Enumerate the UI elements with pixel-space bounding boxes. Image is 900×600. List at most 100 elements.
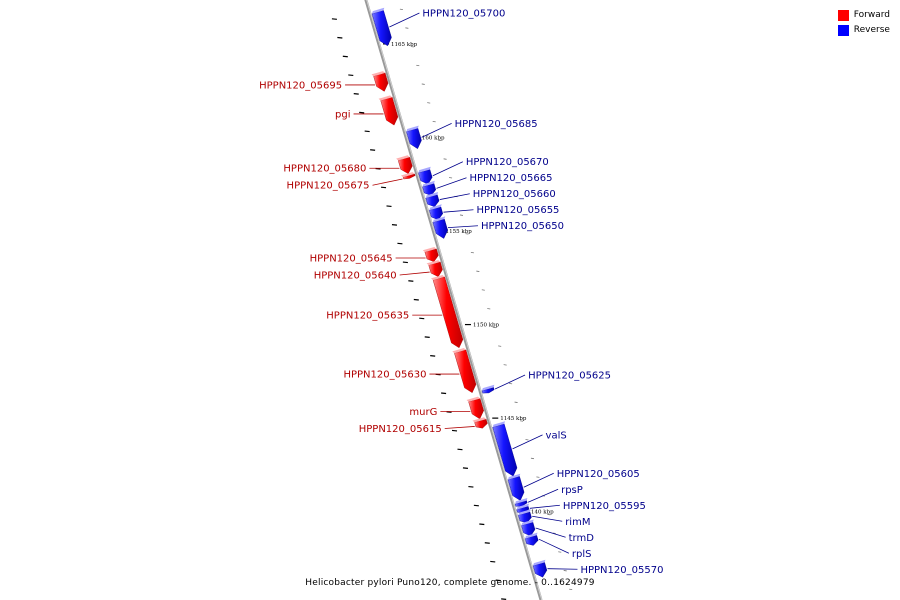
gene-cap [432,216,446,223]
axis-tick [408,280,414,282]
gene-cap [426,260,441,266]
gene-cap [422,180,435,187]
gene-cap [466,396,481,402]
gene-label: HPPN120_05630 [343,370,426,381]
gene-HPPN120_05615 [474,418,488,429]
gene-leader-line [372,178,403,186]
legend: Forward Reverse [837,9,890,39]
axis-tick [424,336,430,338]
axis-tick [413,298,419,301]
axis-tick [501,598,507,600]
gene-HPPN120_05605 [507,476,525,501]
gene-HPPN120_05695 [373,72,389,92]
gene-cap [431,275,445,281]
gene-label: rimM [565,517,590,528]
axis-tick [558,551,562,553]
axis-tick [348,74,354,77]
axis-tick [536,476,540,478]
axis-tick [419,317,425,320]
axis-tick [509,382,513,385]
axis-tick [519,420,524,422]
gene-cap [518,509,531,516]
gene-leader-line [529,504,560,509]
axis-tick [331,18,337,20]
gene-label: HPPN120_05625 [528,371,611,382]
axis-tick [498,345,502,347]
axis-tick [380,186,387,189]
gene-HPPN120_05665 [422,183,437,196]
gene-cap [472,417,487,423]
gene-label: HPPN120_05675 [287,181,370,192]
gene-label: HPPN120_05670 [466,157,549,168]
gene-cap [533,559,546,566]
gene-label: HPPN120_05660 [473,189,556,200]
gene-HPPN120_05625 [481,387,495,394]
gene-label: rpsP [561,485,583,496]
axis-tick [470,251,474,254]
gene-label: HPPN120_05595 [563,501,646,512]
gene-valS [492,423,518,477]
axis-tick [563,570,567,572]
gene-cap [418,166,431,173]
axis-tick [416,64,420,67]
gene-cap [525,532,538,539]
gene-cap [371,71,386,77]
axis-tick [438,139,442,141]
axis-tick [468,485,474,488]
axis-tick [370,149,376,151]
axis-tick [530,457,535,460]
gene-HPPN120_05655 [429,206,444,221]
axis-tick [473,504,479,507]
axis-tick [448,177,453,179]
gene-HPPN120_05670 [418,169,433,185]
gene-cap [429,204,442,211]
axis-tick [443,158,447,160]
gene-HPPN120_05640 [428,261,443,277]
axis-tick [441,392,447,395]
axis-tick [402,261,408,264]
axis-tick [569,588,573,591]
axis-tick [353,93,359,95]
genome-backbone [364,0,543,600]
gene-leader-line [538,538,570,554]
gene-cap [422,247,437,253]
gene-leader-line [527,488,559,503]
gene-cap [452,348,466,354]
gene-label: HPPN120_05685 [455,119,538,130]
gene-leader-line [399,271,430,276]
gene-label: rplS [572,549,592,560]
axis-tick [503,364,507,366]
gene-HPPN120_05685 [406,128,422,149]
axis-tick [490,560,496,563]
legend-swatch-reverse [837,24,849,36]
scale-label: 1150 kbp [473,323,500,329]
gene-label: HPPN120_05570 [580,565,663,576]
axis-tick [451,429,458,432]
gene-leader-line [535,527,566,538]
gene-label: HPPN120_05640 [314,271,397,282]
axis-tick [462,467,469,469]
gene-cap [425,192,439,199]
legend-label-reverse: Reverse [853,25,890,35]
legend-swatch-forward [837,9,849,21]
gene-HPPN120_05650 [432,218,448,239]
gene-leader-line [532,515,563,522]
axis-tick [492,326,496,329]
axis-tick [397,242,403,245]
axis-tick [421,83,425,85]
axis-tick [481,289,485,291]
axis-tick [427,102,431,104]
gene-label: HPPN120_05700 [422,8,505,19]
gene-cap [482,384,495,391]
axis-tick [359,111,365,114]
axis-tick [487,308,491,310]
gene-leader-line [439,193,470,200]
legend-item-reverse: Reverse [837,24,890,36]
gene-cap [372,7,385,14]
gene-leader-line [494,374,526,390]
gene-label: valS [546,430,567,441]
gene-label: HPPN120_05605 [557,469,640,480]
gene-label: trmD [569,533,595,544]
axis-tick [495,579,501,582]
axis-tick [386,205,392,208]
